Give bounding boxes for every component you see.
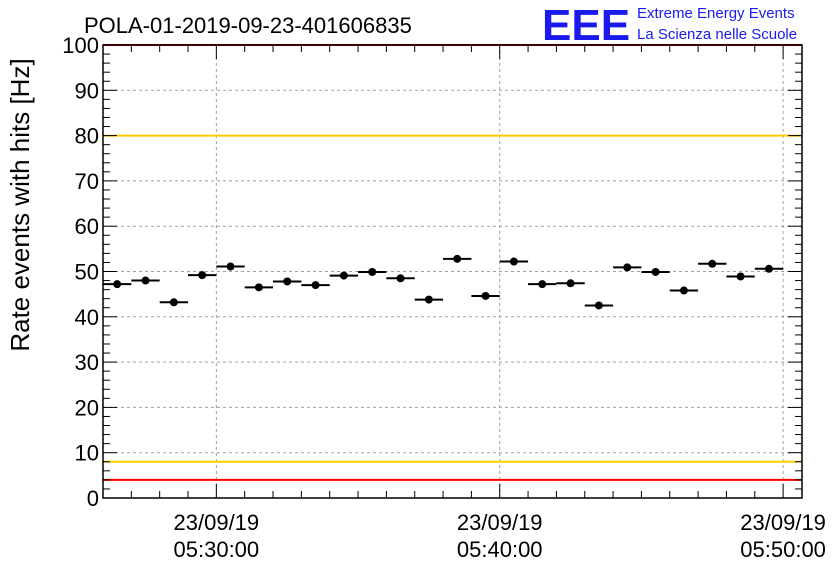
data-point xyxy=(566,279,575,288)
y-tick-label: 20 xyxy=(75,395,99,420)
data-point xyxy=(453,254,462,263)
data-point xyxy=(169,298,178,307)
grid xyxy=(103,45,802,498)
y-tick-label: 70 xyxy=(75,169,99,194)
data-point xyxy=(113,280,122,289)
y-tick-label: 60 xyxy=(75,214,99,239)
data-points xyxy=(103,254,784,310)
data-point xyxy=(198,271,207,280)
reference-lines xyxy=(103,44,802,481)
x-tick-label-date: 23/09/19 xyxy=(174,510,260,535)
data-point xyxy=(396,274,405,283)
data-point xyxy=(679,286,688,295)
data-point xyxy=(424,295,433,304)
data-point xyxy=(368,267,377,276)
eee-logo: EEE Extreme Energy Events La Scienza nel… xyxy=(542,1,797,50)
chart-title: POLA-01-2019-09-23-401606835 xyxy=(84,13,412,38)
data-point xyxy=(254,283,263,292)
y-axis-label: Rate events with hits [Hz] xyxy=(5,58,35,351)
x-tick-label-time: 05:40:00 xyxy=(457,537,543,562)
x-tick-label-time: 05:30:00 xyxy=(174,537,260,562)
data-point xyxy=(509,257,518,266)
axes: 010203040506070809010023/09/1905:30:0023… xyxy=(62,33,826,562)
data-point xyxy=(736,272,745,281)
y-tick-label: 80 xyxy=(75,124,99,149)
data-point xyxy=(651,267,660,276)
y-tick-label: 50 xyxy=(75,260,99,285)
y-tick-label: 30 xyxy=(75,350,99,375)
data-point xyxy=(283,277,292,286)
logo-line-2: La Scienza nelle Scuole xyxy=(637,26,797,43)
data-point xyxy=(594,301,603,310)
data-point xyxy=(708,259,717,268)
data-point xyxy=(764,264,773,273)
y-tick-label: 100 xyxy=(62,33,99,58)
data-point xyxy=(339,271,348,280)
data-point xyxy=(623,263,632,272)
x-tick-label-date: 23/09/19 xyxy=(457,510,543,535)
data-point xyxy=(311,281,320,290)
data-point xyxy=(141,276,150,285)
logo-line-1: Extreme Energy Events xyxy=(637,5,795,22)
y-tick-label: 0 xyxy=(87,486,99,511)
x-tick-label-time: 05:50:00 xyxy=(740,537,826,562)
data-point xyxy=(226,262,235,271)
x-tick-label-date: 23/09/19 xyxy=(740,510,826,535)
y-tick-label: 10 xyxy=(75,441,99,466)
data-point xyxy=(481,291,490,300)
y-tick-label: 90 xyxy=(75,78,99,103)
data-point xyxy=(538,280,547,289)
y-tick-label: 40 xyxy=(75,305,99,330)
logo-mark: EEE xyxy=(542,1,630,50)
